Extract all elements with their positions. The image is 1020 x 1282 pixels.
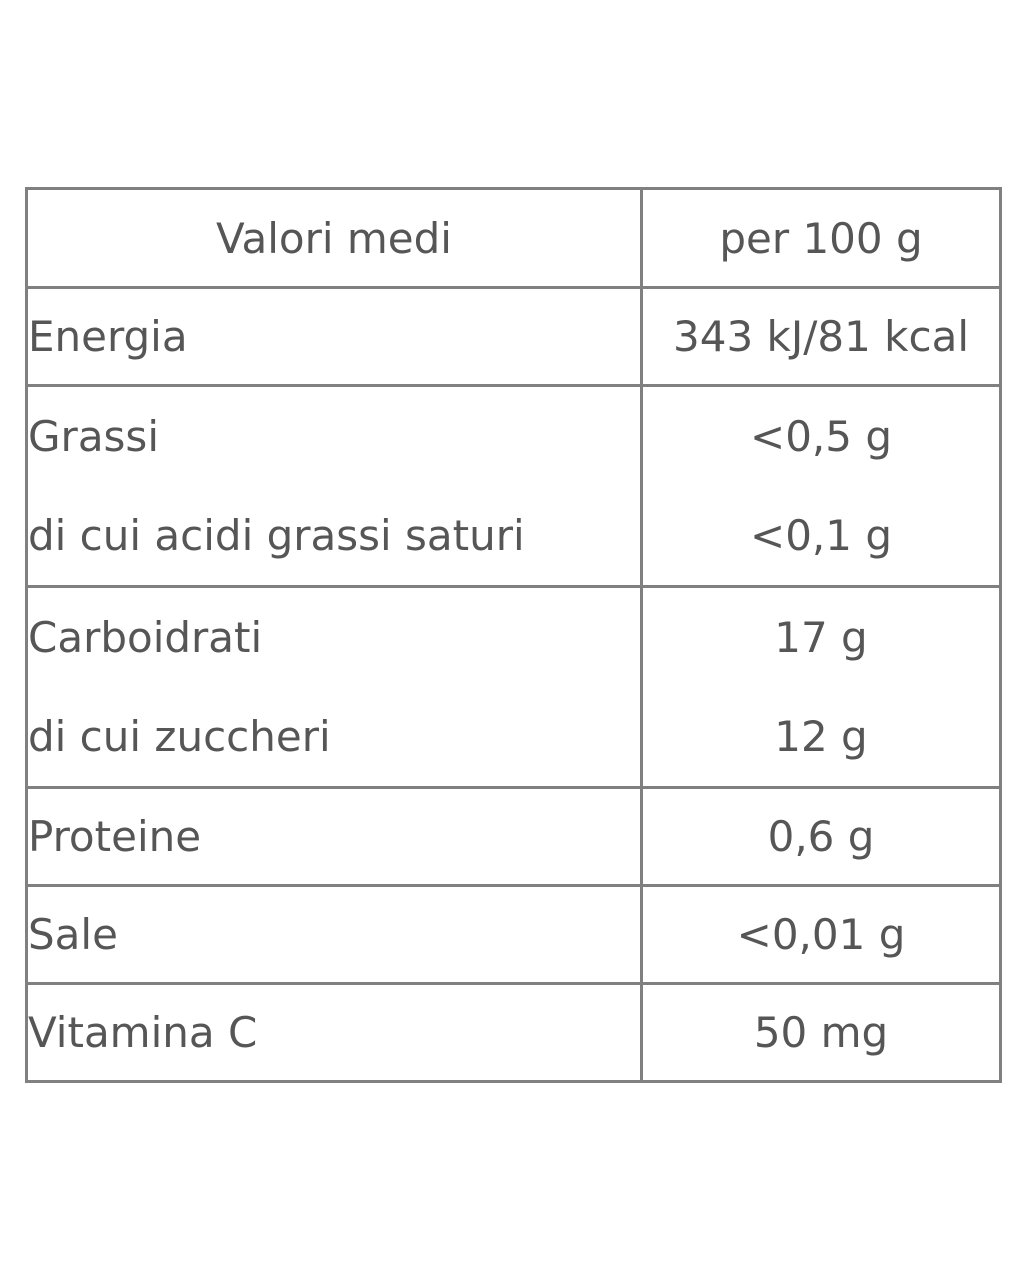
nutrition-table: Valori medi per 100 g Energia 343 kJ/81 k… <box>25 187 1002 1083</box>
nutrient-value: 12 g <box>774 712 868 761</box>
nutrient-label: di cui acidi grassi saturi <box>28 511 525 560</box>
table-row: Vitamina C 50 mg <box>25 982 1002 1083</box>
table-header-row: Valori medi per 100 g <box>25 187 1002 289</box>
table-row: Sale <0,01 g <box>25 884 1002 985</box>
table-row: Carboidrati di cui zuccheri 17 g 12 g <box>25 585 1002 789</box>
nutrient-label: Sale <box>28 910 118 959</box>
header-per-100g: per 100 g <box>640 187 1002 289</box>
nutrient-label: Proteine <box>28 812 202 861</box>
value-cell: 17 g 12 g <box>640 585 1002 789</box>
nutrient-label: di cui zuccheri <box>28 712 331 761</box>
nutrient-cell: Sale <box>25 884 643 985</box>
nutrient-label: Carboidrati <box>28 613 263 662</box>
nutrient-value: 17 g <box>774 613 868 662</box>
value-cell: 50 mg <box>640 982 1002 1083</box>
value-cell: <0,5 g <0,1 g <box>640 384 1002 588</box>
table-row: Grassi di cui acidi grassi saturi <0,5 g <0… <box>25 384 1002 588</box>
nutrient-value: <0,5 g <box>750 412 892 461</box>
nutrient-cell: Energia <box>25 286 643 387</box>
value-cell: 0,6 g <box>640 786 1002 887</box>
table-row: Energia 343 kJ/81 kcal <box>25 286 1002 387</box>
nutrient-value: 50 mg <box>753 1008 889 1057</box>
table-row: Proteine 0,6 g <box>25 786 1002 887</box>
nutrient-cell: Grassi di cui acidi grassi saturi <box>25 384 643 588</box>
nutrient-label: Grassi <box>28 412 159 461</box>
nutrient-label: Energia <box>28 312 188 361</box>
nutrient-cell: Vitamina C <box>25 982 643 1083</box>
nutrient-cell: Proteine <box>25 786 643 887</box>
nutrient-label: Vitamina C <box>28 1008 258 1057</box>
nutrient-value: 343 kJ/81 kcal <box>673 312 969 361</box>
value-cell: <0,01 g <box>640 884 1002 985</box>
nutrient-value: <0,1 g <box>750 511 892 560</box>
header-nutrient: Valori medi <box>25 187 643 289</box>
value-cell: 343 kJ/81 kcal <box>640 286 1002 387</box>
nutrient-value: 0,6 g <box>767 812 875 861</box>
nutrient-value: <0,01 g <box>736 910 906 959</box>
nutrient-cell: Carboidrati di cui zuccheri <box>25 585 643 789</box>
